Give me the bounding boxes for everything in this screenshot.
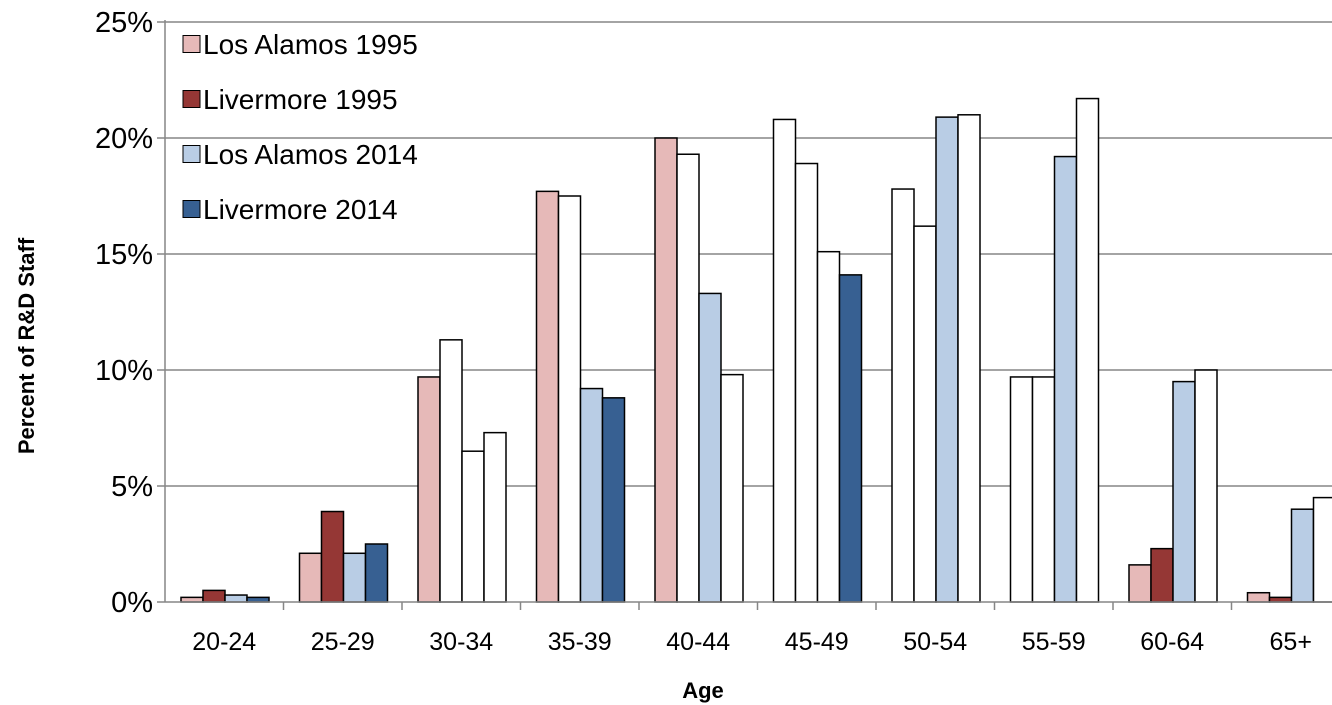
bar [772,118,797,603]
bar [1075,97,1100,603]
bar [654,137,678,603]
x-tick-label: 60-64 [1140,628,1204,656]
x-tick-label: 55-59 [1022,628,1086,656]
x-axis-ticks: 20-24 25-29 30-34 35-39 40-44 45-49 50-54 55-59… [192,602,1312,656]
legend-swatch [182,90,201,108]
legend-swatch [182,145,201,163]
bar [720,373,744,603]
bar [535,190,560,603]
x-tick-label: 30-34 [429,628,493,656]
x-tick-label: 50-54 [903,628,967,656]
y-tick-label: 0% [111,587,153,619]
y-tick-label: 25% [95,7,153,39]
bar [439,339,463,603]
bar [320,510,345,603]
legend-label: Livermore 1995 [203,84,398,115]
bar [461,450,485,603]
bar [1312,496,1332,603]
bar [1031,376,1056,603]
bar [1290,508,1315,603]
bar [698,292,722,603]
legend-swatch [182,200,201,218]
bar [891,188,915,603]
legend-label: Livermore 2014 [203,194,398,225]
x-tick-label: 35-39 [548,628,612,656]
x-axis-title: Age [682,678,724,703]
bar [957,114,981,603]
bar [601,397,626,603]
bar [417,376,441,603]
x-tick-label: 25-29 [311,628,375,656]
bar [364,543,389,603]
bar [342,552,367,603]
x-tick-label: 45-49 [785,628,849,656]
bar [913,225,937,603]
bar [1172,380,1196,603]
bar [816,250,841,603]
bar [224,594,248,603]
bar [676,153,700,603]
y-tick-label: 10% [95,355,153,387]
axes [164,20,1332,603]
bar [1150,547,1174,603]
bar [935,116,959,603]
x-tick-label: 65+ [1270,628,1312,656]
y-axis-ticks: 0% 5% 10% 15% 20% 25% [95,7,165,619]
bar [1194,369,1218,603]
x-tick-label: 20-24 [192,628,256,656]
y-tick-label: 5% [111,471,153,503]
bar [557,195,582,603]
bar [838,274,863,603]
bar [579,387,604,603]
y-axis-title: Percent of R&D Staff [14,237,39,454]
bar [1246,591,1271,603]
legend-label: Los Alamos 1995 [203,29,418,60]
legend: Los Alamos 1995 Livermore 1995 Los Alamos … [182,29,418,225]
bar [1009,376,1034,603]
bar [1128,564,1152,603]
bar [202,589,226,603]
bar [1053,155,1078,603]
gridlines [165,21,1332,487]
x-tick-label: 40-44 [666,628,730,656]
legend-label: Los Alamos 2014 [203,139,418,170]
bars [180,97,1332,603]
legend-swatch [182,35,201,53]
bar [794,162,819,603]
bar [483,431,507,603]
y-tick-label: 15% [95,239,153,271]
y-tick-label: 20% [95,123,153,155]
bar [298,552,323,603]
